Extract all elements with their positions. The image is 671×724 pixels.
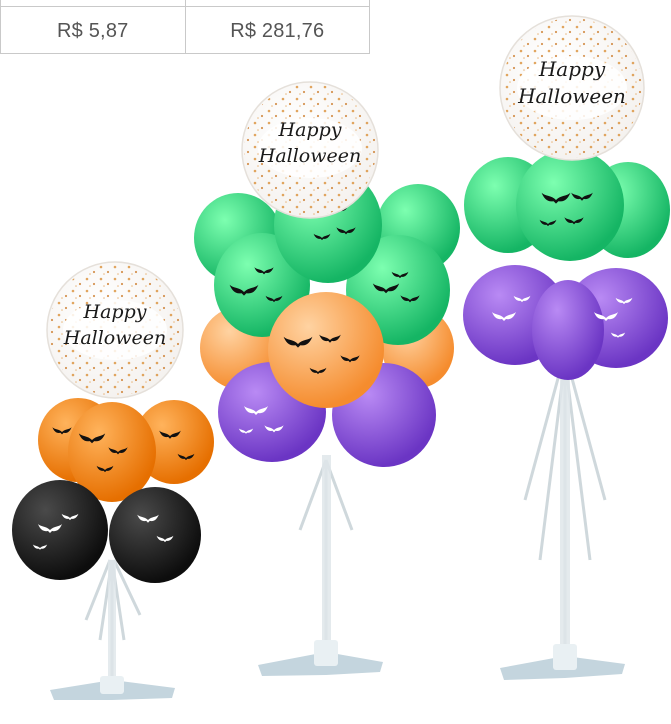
small-balloon-stand: Happy Halloween [12,261,214,700]
tall-balloon-stand: Happy Halloween [463,15,670,680]
tall-bubble-text-happy: Happy [538,57,606,81]
medium-balloon-stand: Happy Halloween [194,81,460,676]
price-table: R$ 5,87 R$ 281,76 [0,0,370,54]
small-bubble-text-halloween: Halloween [63,327,166,349]
small-bubble-text-happy: Happy [83,301,147,323]
medium-bubble-text-halloween: Halloween [258,145,361,167]
total-price-cell: R$ 281,76 [184,0,370,53]
medium-bubble-text-happy: Happy [278,119,342,141]
tall-bubble-text-halloween: Halloween [517,84,626,108]
unit-price-cell: R$ 5,87 [1,0,185,53]
total-price: R$ 281,76 [230,20,325,42]
unit-price: R$ 5,87 [57,20,129,42]
